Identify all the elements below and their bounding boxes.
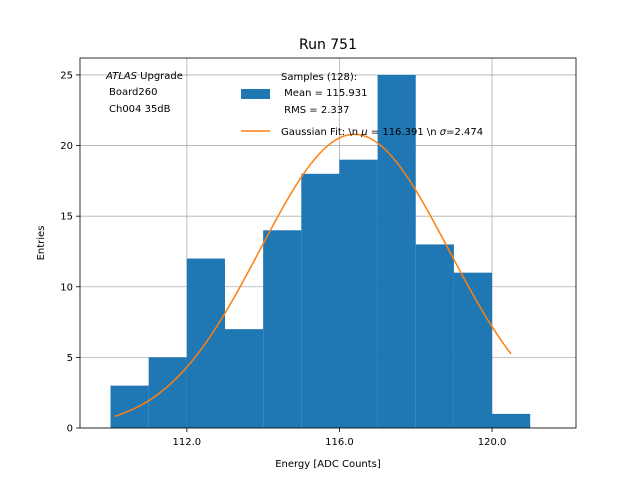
atlas-italic-label: ATLAS [105, 71, 138, 82]
legend-samples-swatch [241, 89, 270, 99]
y-tick-label: 10 [60, 282, 73, 293]
histogram-bar [148, 357, 187, 428]
chart-title: Run 751 [299, 37, 357, 53]
histogram-bar [415, 244, 454, 428]
histogram-bar [492, 413, 531, 428]
histogram-bar [263, 230, 302, 428]
x-tick-label: 116.0 [325, 437, 354, 448]
histogram-bar [110, 385, 149, 428]
y-tick-label: 20 [60, 141, 73, 152]
legend-samples-mean: Mean = 115.931 [281, 88, 368, 99]
y-axis-label: Entries [36, 226, 47, 261]
legend: Samples (128): Mean = 115.931 RMS = 2.33… [241, 72, 483, 138]
legend-fit-label: Gaussian Fit: \n μ = 116.391 \n σ=2.474 [281, 127, 483, 138]
plot-frame [79, 57, 577, 429]
histogram-bar [224, 329, 264, 428]
axis-ticks: 112.0 116.0 120.0 0 5 10 15 20 25 [60, 70, 506, 448]
svg-text:ATLAS Upgrade: ATLAS Upgrade [105, 71, 183, 82]
y-tick-label: 15 [60, 212, 73, 223]
histogram-bar [377, 74, 416, 428]
histogram-bar [301, 173, 340, 428]
x-tick-label: 112.0 [173, 437, 202, 448]
y-tick-label: 0 [67, 424, 73, 435]
legend-samples-rms: RMS = 2.337 [281, 105, 349, 116]
histogram-bar [339, 159, 378, 428]
atlas-annotation: ATLAS Upgrade Board260 Ch004 35dB [105, 71, 183, 115]
atlas-upgrade-label: Upgrade [137, 71, 183, 82]
gaussian-fit-curve [114, 133, 512, 418]
channel-label: Ch004 35dB [109, 104, 171, 115]
histogram-bars [110, 74, 531, 428]
legend-samples-title: Samples (128): [281, 72, 357, 83]
x-tick-label: 120.0 [478, 437, 507, 448]
x-axis-label: Energy [ADC Counts] [275, 459, 381, 470]
board-label: Board260 [109, 87, 157, 98]
y-tick-label: 5 [67, 353, 73, 364]
histogram-bar [453, 272, 493, 428]
y-tick-label: 25 [60, 70, 73, 81]
